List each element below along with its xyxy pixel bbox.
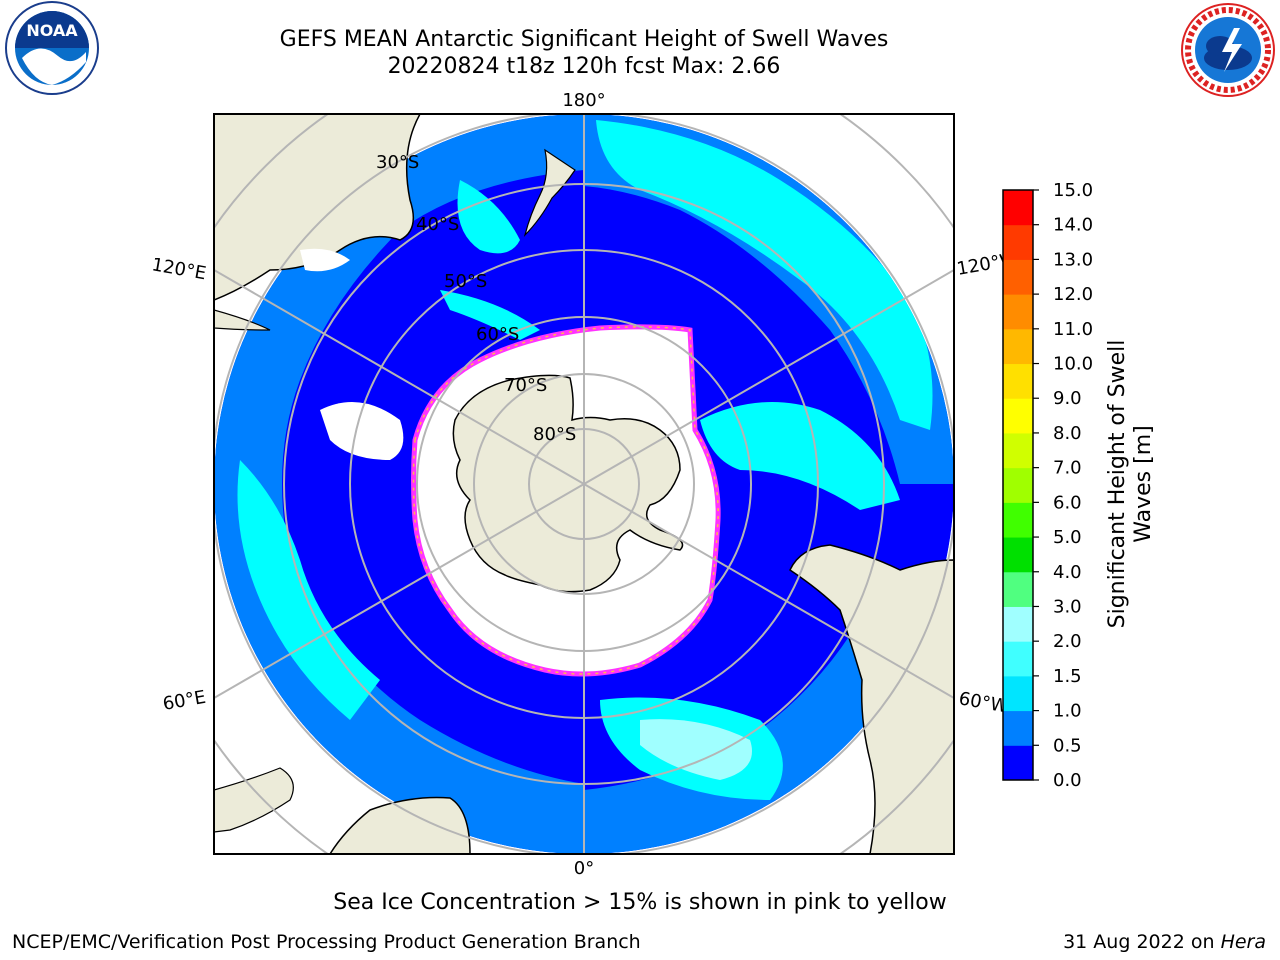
colorbar-tick-label: 15.0 xyxy=(1053,180,1093,201)
colorbar-tick-label: 9.0 xyxy=(1053,388,1082,409)
colorbar-swatch xyxy=(1003,259,1033,295)
colorbar-tick-label: 1.5 xyxy=(1053,666,1082,687)
map-border xyxy=(213,113,955,855)
ice-patch-west xyxy=(320,402,404,460)
colorbar-tick-label: 3.0 xyxy=(1053,596,1082,617)
colorbar-tick-label: 2.0 xyxy=(1053,631,1082,652)
ocean-mid-swell-east xyxy=(584,114,954,484)
colorbar-swatch xyxy=(1003,537,1033,573)
lon-label-60w: 60°W xyxy=(957,688,1010,717)
colorbar-label-line2: Waves [m] xyxy=(1131,425,1156,542)
ice-patch-tasmania xyxy=(300,248,350,272)
sea-ice-caption: Sea Ice Concentration > 15% is shown in … xyxy=(333,890,947,915)
colorbar-tick-label: 14.0 xyxy=(1053,215,1093,236)
colorbar-tick-label: 11.0 xyxy=(1053,319,1093,340)
colorbar-swatch xyxy=(1003,467,1033,503)
colorbar-swatch xyxy=(1003,294,1033,330)
ocean-high-swell-w xyxy=(237,460,380,720)
colorbar-swatch xyxy=(1003,224,1033,260)
lat-label-40s: 40°S xyxy=(416,214,459,235)
lat-label-50s: 50°S xyxy=(444,271,487,292)
lat-label-80s: 80°S xyxy=(533,424,576,445)
colorbar-swatch xyxy=(1003,328,1033,365)
colorbar-tick-label: 5.0 xyxy=(1053,527,1082,548)
colorbar-tick-label: 0.0 xyxy=(1053,770,1082,791)
colorbar-tick-label: 1.0 xyxy=(1053,701,1082,722)
chart-subtitle: 20220824 t18z 120h fcst Max: 2.66 xyxy=(387,54,781,79)
land-madagascar xyxy=(214,767,294,833)
lat-label-60s: 60°S xyxy=(476,324,519,345)
land-south-america xyxy=(789,544,954,854)
ocean-high-swell-tasman xyxy=(457,180,520,254)
footer-date: 31 Aug 2022 on Hera xyxy=(1063,931,1266,953)
ocean-high-swell-ne xyxy=(596,120,933,430)
colorbar-swatch xyxy=(1003,190,1033,226)
lon-label-180: 180° xyxy=(562,90,605,111)
ocean-high-swell-southern xyxy=(440,290,540,340)
footer-date-text: 31 Aug 2022 on xyxy=(1063,931,1221,953)
colorbar-tick-label: 10.0 xyxy=(1053,354,1093,375)
colorbar-swatch xyxy=(1003,432,1033,469)
lat-label-30s: 30°S xyxy=(376,152,419,173)
chart-title: GEFS MEAN Antarctic Significant Height o… xyxy=(279,27,889,52)
ocean-high-swell-e xyxy=(700,402,900,510)
colorbar-swatch xyxy=(1003,571,1033,607)
footer-credit: NCEP/EMC/Verification Post Processing Pr… xyxy=(12,931,641,953)
colorbar-tick-label: 8.0 xyxy=(1053,423,1082,444)
colorbar-tick-label: 4.0 xyxy=(1053,562,1082,583)
sea-ice-edge xyxy=(412,326,719,675)
noaa-logo: NOAA xyxy=(5,1,99,95)
ocean-max-swell xyxy=(640,719,752,780)
colorbar-label-line1: Significant Height of Swell xyxy=(1105,340,1130,629)
lon-label-60e: 60°E xyxy=(161,687,207,715)
colorbar-swatch xyxy=(1003,502,1033,538)
lat-label-70s: 70°S xyxy=(504,375,547,396)
lon-label-120e: 120°E xyxy=(150,254,208,284)
nws-logo xyxy=(1181,3,1275,97)
colorbar-swatch xyxy=(1003,675,1033,712)
land-australia-south xyxy=(214,309,271,331)
colorbar-tick-label: 6.0 xyxy=(1053,492,1082,513)
land-new-zealand xyxy=(523,148,576,237)
colorbar-tick-label: 12.0 xyxy=(1053,284,1093,305)
colorbar-swatch xyxy=(1003,606,1033,642)
noaa-wordmark: NOAA xyxy=(26,21,78,40)
colorbar-swatch xyxy=(1003,745,1033,781)
land-antarctica xyxy=(452,374,684,593)
colorbar-border xyxy=(1002,189,1034,781)
colorbar-tick-label: 13.0 xyxy=(1053,249,1093,270)
colorbar-tick-label: 0.5 xyxy=(1053,735,1082,756)
footer-machine: Hera xyxy=(1220,931,1266,953)
colorbar-tick-label: 7.0 xyxy=(1053,458,1082,479)
colorbar: 0.0 0.5 1.0 1.5 2.0 3.0 4.0 5.0 6.0 7.0 8.0 9.0 10.0… xyxy=(1002,180,1093,791)
lon-label-0: 0° xyxy=(574,858,594,879)
colorbar-swatch xyxy=(1003,363,1033,399)
land-australia xyxy=(214,114,421,301)
colorbar-swatch xyxy=(1003,398,1033,434)
land-africa xyxy=(329,796,471,854)
graticule xyxy=(214,114,954,854)
colorbar-swatch xyxy=(1003,641,1033,677)
colorbar-swatch xyxy=(1003,710,1033,746)
